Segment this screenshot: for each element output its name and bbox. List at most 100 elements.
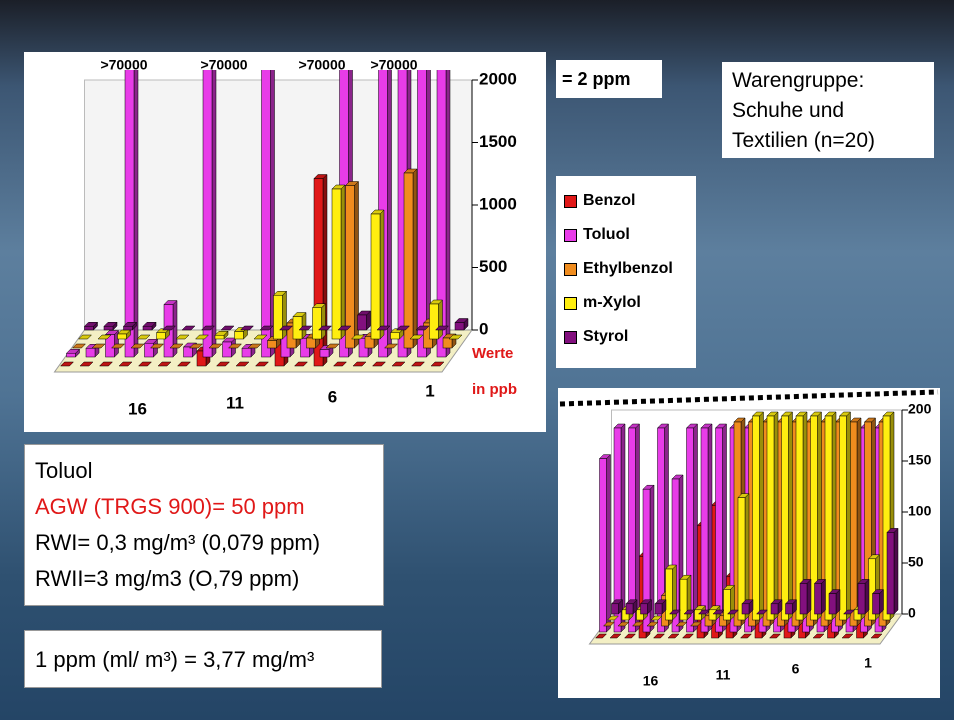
bar-top <box>646 621 659 627</box>
bar-front <box>679 578 688 621</box>
bar <box>842 609 856 615</box>
bar <box>137 361 153 367</box>
bar <box>642 484 655 633</box>
bar-front <box>770 603 779 615</box>
bar <box>254 361 270 367</box>
legend-entry: Toluol <box>556 218 696 252</box>
bar <box>613 423 626 633</box>
bar-side <box>759 411 764 621</box>
bar <box>770 599 783 615</box>
bar <box>813 578 827 615</box>
bar-top <box>254 361 270 367</box>
bar-front <box>319 349 330 358</box>
bar <box>417 70 431 358</box>
bar-front <box>84 326 94 331</box>
bar <box>261 70 275 358</box>
bars <box>59 70 469 367</box>
bar-front <box>124 70 135 358</box>
bar-front <box>781 415 789 621</box>
bar-side <box>379 209 385 340</box>
legend-swatch <box>564 262 577 276</box>
bar <box>689 621 703 627</box>
bar-top <box>220 325 235 331</box>
bar-top <box>91 343 106 349</box>
bar-top <box>149 343 165 349</box>
bar <box>104 329 120 358</box>
bar-side <box>606 453 611 633</box>
bar <box>239 325 255 331</box>
bar <box>352 361 367 367</box>
bar-top <box>668 609 682 615</box>
bar <box>609 633 622 639</box>
x-tick-label: 6 <box>328 387 337 406</box>
bar-side <box>387 70 392 358</box>
x-tick-label: 1 <box>864 655 872 671</box>
bar-top <box>188 343 204 349</box>
bar-top <box>97 334 112 340</box>
bar-side <box>730 584 735 621</box>
bar-side <box>821 578 826 615</box>
bar <box>722 584 736 621</box>
bar-top <box>71 343 87 349</box>
bar-top <box>98 361 114 367</box>
bar <box>841 633 854 639</box>
bar-top <box>842 609 856 615</box>
info-line: Textilien (n=20) <box>732 129 875 152</box>
bar <box>799 578 812 615</box>
bar <box>149 343 165 349</box>
bar-side <box>321 303 326 340</box>
bar <box>325 343 340 349</box>
legend-swatch <box>564 330 577 344</box>
bar <box>65 348 81 358</box>
bar-front <box>144 343 154 358</box>
bar-front <box>737 497 746 621</box>
bar-top <box>137 361 153 367</box>
bar <box>652 633 666 639</box>
bar-front <box>183 346 193 358</box>
bar-top <box>253 334 268 340</box>
bar-top <box>768 633 782 639</box>
bar-top <box>415 325 430 331</box>
bar-top <box>278 325 294 331</box>
bar-top <box>739 633 753 639</box>
bar-top <box>298 325 313 331</box>
bar <box>668 609 682 615</box>
bar <box>59 361 75 367</box>
bar <box>824 411 837 621</box>
bar-top <box>681 633 695 639</box>
bar-top <box>448 334 463 340</box>
bar-top <box>683 609 696 615</box>
bar <box>454 317 469 331</box>
bar-front <box>882 415 891 621</box>
bar-top <box>812 633 825 639</box>
bar <box>403 168 418 349</box>
y-tick-label: 0 <box>908 605 916 621</box>
bar <box>181 325 196 331</box>
bar-front <box>142 326 153 331</box>
bar-front <box>156 332 166 340</box>
bar-top <box>77 334 93 340</box>
bar <box>253 334 268 340</box>
bar-top <box>623 633 637 639</box>
bar <box>784 599 798 615</box>
bar-front <box>657 427 665 633</box>
bar-top <box>652 633 666 639</box>
bar <box>681 633 695 639</box>
y-tick-label: 0 <box>479 319 488 338</box>
bar <box>130 343 145 349</box>
bar <box>371 361 387 367</box>
bar <box>639 599 653 615</box>
bar <box>383 343 399 349</box>
bar-top <box>110 343 126 349</box>
bar-front <box>241 348 252 358</box>
x-tick-label: 6 <box>792 661 800 677</box>
bar-side <box>133 70 139 358</box>
bar-top <box>259 325 274 331</box>
bar <box>598 453 612 633</box>
bar-front <box>390 332 400 340</box>
x-tick-label: 16 <box>643 673 659 689</box>
bar-front <box>85 348 96 358</box>
toluol-line: RWI= 0,3 mg/m³ (0,079 ppm) <box>35 530 321 555</box>
bar-front <box>766 415 775 621</box>
y-tick-label: 50 <box>908 554 924 570</box>
